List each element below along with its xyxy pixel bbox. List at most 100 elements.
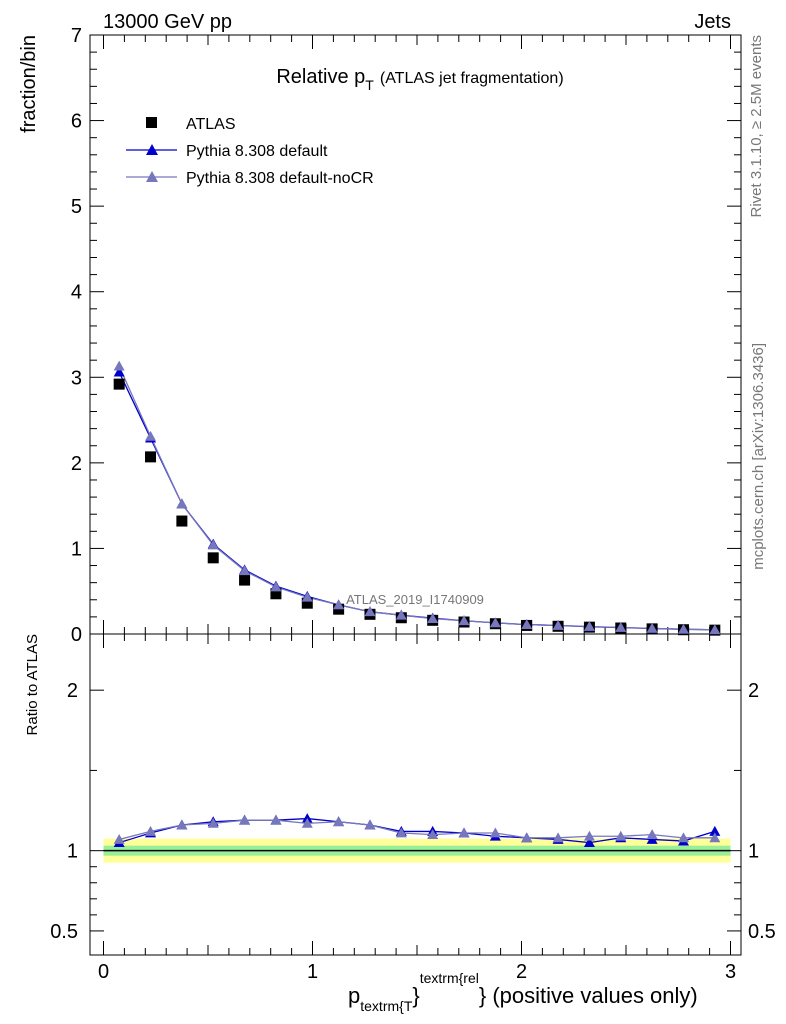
- top-axis-ticks: 0 1 2 3 4 5 6 7: [71, 25, 741, 648]
- top-ylabel: fraction/bin: [18, 35, 40, 133]
- ratio-point-1: [489, 827, 501, 838]
- legend-label-atlas: ATLAS: [186, 116, 236, 133]
- ratio-point-1: [176, 819, 188, 830]
- energy-label: 13000 GeV pp: [103, 11, 232, 33]
- ytick-label: 0: [71, 624, 82, 646]
- ratio-ytick-label-right: 0.5: [748, 921, 776, 943]
- rivet-label: Rivet 3.1.10, ≥ 2.5M events: [748, 35, 765, 218]
- data-point-series-2: [646, 622, 658, 633]
- data-point-series-2: [207, 539, 219, 550]
- xtick-label: 2: [516, 961, 527, 983]
- xlabel-brace: }: [412, 983, 419, 1008]
- ratio-point-1: [239, 814, 251, 825]
- data-point-atlas: [301, 597, 313, 609]
- ratio-frame: [89, 633, 742, 956]
- ratio-line-1: [119, 819, 715, 841]
- series-line-2: [118, 365, 715, 631]
- ratio-point-1: [552, 832, 564, 843]
- data-point-series-2: [395, 609, 407, 620]
- ytick-label: 7: [71, 25, 82, 47]
- xaxis-label: ptextrm{T}textrm{rel} (positive values o…: [348, 970, 698, 1014]
- data-point-series-1: [113, 366, 125, 377]
- ratio-point-1: [333, 816, 345, 827]
- xlabel-sub: textrm{T: [360, 998, 413, 1014]
- xlabel-main: p: [348, 983, 360, 1008]
- plot-title: Relative pT (ATLAS jet fragmentation): [276, 66, 563, 93]
- ytick-label: 5: [71, 196, 82, 218]
- mcplots-label: mcplots.cern.ch [arXiv:1306.3436]: [750, 343, 767, 570]
- ytick-label: 1: [71, 538, 82, 560]
- ytick-label: 3: [71, 367, 82, 389]
- title-sub: T: [365, 77, 374, 93]
- data-point-series-2: [458, 615, 470, 626]
- ratio-point-1: [364, 819, 376, 830]
- ratio-ytick-label: 2: [67, 680, 78, 702]
- title-main: Relative p: [276, 66, 365, 88]
- ratio-point-1: [709, 832, 721, 843]
- ratio-ylabel: Ratio to ATLAS: [24, 634, 41, 735]
- title-extra: (ATLAS jet fragmentation): [380, 70, 564, 87]
- legend: ATLAS Pythia 8.308 default Pythia 8.308 …: [126, 116, 374, 187]
- data-point-series-2: [615, 621, 627, 632]
- xtick-label: 0: [98, 961, 109, 983]
- ratio-point-1: [145, 825, 157, 836]
- ratio-point-1: [521, 832, 533, 843]
- top-series-group: [113, 360, 721, 636]
- data-point-series-2: [239, 565, 251, 576]
- data-point-series-2: [427, 613, 439, 623]
- ratio-point-0: [583, 837, 595, 848]
- ratio-point-0: [709, 825, 721, 836]
- legend-label-nocr: Pythia 8.308 default-noCR: [186, 170, 374, 187]
- data-point-atlas: [270, 588, 282, 600]
- process-label: Jets: [694, 11, 731, 33]
- data-point-series-2: [489, 617, 501, 628]
- data-point-series-2: [364, 606, 376, 617]
- data-point-series-2: [521, 619, 533, 629]
- ytick-label: 6: [71, 111, 82, 133]
- xtick-label: 1: [307, 961, 318, 983]
- data-point-series-2: [270, 581, 282, 592]
- ratio-ytick-label-right: 2: [748, 680, 759, 702]
- data-point-series-2: [113, 360, 125, 371]
- ratio-point-1: [458, 827, 470, 838]
- ratio-point-1: [395, 827, 407, 838]
- legend-label-default: Pythia 8.308 default: [186, 143, 328, 160]
- data-point-series-2: [301, 591, 313, 602]
- xtick-label: 3: [725, 961, 736, 983]
- ratio-point-1: [270, 814, 282, 825]
- data-point-series-2: [552, 619, 564, 630]
- ratio-point-1: [301, 817, 313, 828]
- data-point-series-2: [583, 620, 595, 631]
- xlabel-tail: } (positive values only): [479, 983, 698, 1008]
- ratio-point-1: [207, 817, 219, 828]
- legend-marker-nocr: [146, 171, 158, 182]
- ratio-point-1: [646, 829, 658, 840]
- ratio-point-1: [113, 833, 125, 844]
- legend-marker-default: [146, 144, 158, 155]
- analysis-label: ATLAS_2019_I1740909: [346, 592, 484, 607]
- ratio-uncertainty-band: [103, 838, 731, 863]
- data-point-series-2: [176, 498, 188, 509]
- ytick-label: 4: [71, 282, 82, 304]
- ratio-point-1: [583, 830, 595, 841]
- ratio-point-1: [677, 832, 689, 843]
- ratio-line-0: [118, 817, 716, 844]
- data-point-atlas: [207, 552, 219, 564]
- ratio-series-group: [113, 813, 721, 848]
- xlabel-sup: textrm{rel: [420, 970, 479, 986]
- data-point-atlas: [239, 574, 251, 586]
- ratio-point-1: [427, 829, 439, 840]
- ratio-point-1: [615, 830, 627, 841]
- ratio-ytick-label-right: 1: [748, 841, 759, 863]
- data-point-atlas: [113, 378, 125, 390]
- data-point-atlas: [145, 451, 157, 463]
- ratio-axis-ticks: 0 1 2 3 0.5 0.5 1 1 2 2: [50, 680, 776, 983]
- data-point-series-2: [145, 430, 157, 441]
- ytick-label: 2: [71, 453, 82, 475]
- ratio-ytick-label: 0.5: [50, 921, 78, 943]
- ratio-ytick-label: 1: [67, 841, 78, 863]
- legend-marker-atlas: [146, 117, 157, 128]
- data-point-series-2: [709, 624, 721, 635]
- data-point-series-2: [333, 599, 345, 610]
